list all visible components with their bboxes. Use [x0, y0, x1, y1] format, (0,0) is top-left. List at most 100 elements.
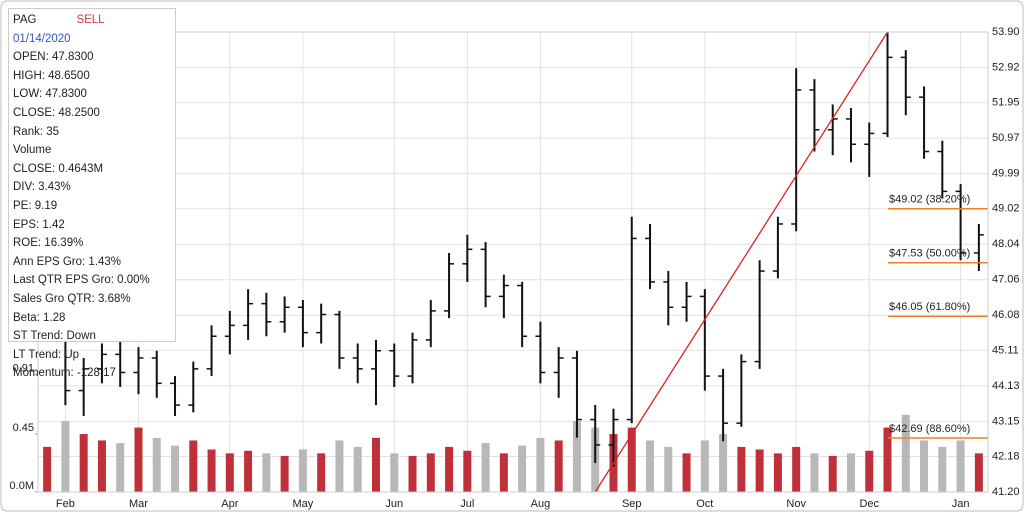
info-line: LT Trend: Up: [13, 348, 80, 361]
volume-bar: [554, 440, 563, 492]
x-tick-label: Mar: [129, 498, 148, 510]
y-tick-label: 53.90: [992, 26, 1020, 38]
volume-bar: [883, 427, 892, 492]
x-tick-label: Aug: [531, 498, 551, 510]
volume-bar: [700, 440, 709, 492]
info-line: EPS: 1.42: [13, 218, 65, 231]
y-tick-label: 46.08: [992, 309, 1020, 321]
x-tick-label: Nov: [786, 498, 806, 510]
info-line: Sales Gro QTR: 3.68%: [13, 292, 131, 305]
volume-bar: [445, 446, 454, 492]
volume-bar: [974, 453, 983, 492]
volume-bar: [481, 443, 490, 492]
info-line: ST Trend: Down: [13, 330, 96, 343]
fib-label: $46.05 (61.80%): [889, 301, 970, 313]
x-tick-label: Feb: [56, 498, 75, 510]
fib-label: $49.02 (38.20%): [889, 194, 970, 206]
volume-bar: [646, 440, 655, 492]
y-tick-label: 50.97: [992, 132, 1020, 144]
volume-bar: [134, 427, 143, 492]
volume-bar: [572, 421, 581, 492]
volume-bar: [43, 446, 52, 492]
volume-bar: [518, 445, 527, 492]
ticker: PAG: [13, 14, 37, 26]
volume-bar: [682, 453, 691, 492]
info-line: Momentum: -128.17: [13, 367, 116, 380]
volume-bar: [755, 449, 764, 492]
y-tick-label: 44.13: [992, 380, 1020, 392]
volume-bar: [664, 446, 673, 492]
info-line: HIGH: 48.6500: [13, 69, 90, 82]
fib-label: $47.53 (50.00%): [889, 248, 970, 260]
volume-bar: [627, 427, 636, 492]
volume-bar: [79, 434, 88, 492]
info-header: PAG SELL: [13, 11, 171, 30]
volume-bar: [499, 453, 508, 492]
trend-line: [594, 31, 889, 493]
info-line: DIV: 3.43%: [13, 181, 71, 194]
volume-bar: [719, 434, 728, 492]
x-tick-label: Jan: [952, 498, 970, 510]
volume-bar: [828, 455, 837, 492]
volume-bar: [901, 414, 910, 492]
x-tick-label: Apr: [221, 498, 238, 510]
volume-bar: [792, 446, 801, 492]
volume-bar: [317, 453, 326, 492]
volume-bar: [810, 453, 819, 492]
info-line: CLOSE: 48.2500: [13, 106, 100, 119]
x-tick-label: Dec: [859, 498, 879, 510]
date: 01/14/2020: [13, 32, 71, 45]
volume-bar: [408, 455, 417, 492]
volume-bar: [171, 445, 180, 492]
volume-bar: [189, 440, 198, 492]
volume-bar: [61, 421, 70, 492]
y-tick-label: 51.95: [992, 97, 1020, 109]
volume-bar: [920, 440, 929, 492]
x-tick-label: Oct: [696, 498, 713, 510]
volume-bar: [938, 446, 947, 492]
info-panel: PAG SELL 01/14/2020 OPEN: 47.8300 HIGH: 48…: [8, 8, 176, 379]
volume-bar: [846, 453, 855, 492]
volume-bar: [426, 453, 435, 492]
volume-bar: [152, 437, 161, 492]
info-line: PE: 9.19: [13, 199, 58, 212]
volume-bar: [225, 453, 234, 492]
info-line: ROE: 16.39%: [13, 237, 84, 250]
x-tick-label: Jun: [385, 498, 403, 510]
signal: SELL: [76, 14, 105, 26]
volume-bar: [280, 455, 289, 492]
volume-bar: [207, 449, 216, 492]
volume-bar: [737, 446, 746, 492]
info-line: LOW: 47.8300: [13, 88, 87, 101]
volume-bar: [371, 437, 380, 492]
y-tick-label: 49.99: [992, 168, 1020, 180]
volume-bar: [298, 449, 307, 492]
y-tick-label: 49.02: [992, 203, 1020, 215]
volume-bar: [463, 450, 472, 492]
volume-bar: [97, 440, 106, 492]
info-line: Last QTR EPS Gro: 0.00%: [13, 274, 150, 287]
info-line: Beta: 1.28: [13, 311, 66, 324]
volume-bar: [335, 440, 344, 492]
volume-bar: [262, 453, 271, 492]
y-tick-label: 47.06: [992, 274, 1020, 286]
info-line: OPEN: 47.8300: [13, 51, 94, 64]
x-tick-label: Jul: [460, 498, 474, 510]
vol-tick-label: 0.0M: [10, 480, 34, 492]
info-line: Ann EPS Gro: 1.43%: [13, 255, 122, 268]
y-tick-label: 52.92: [992, 61, 1020, 73]
volume-bar: [390, 453, 399, 492]
y-tick-label: 41.20: [992, 486, 1020, 498]
volume-bar: [353, 446, 362, 492]
volume-bar: [536, 437, 545, 492]
info-line: Volume: [13, 144, 52, 157]
volume-bar: [116, 443, 125, 492]
info-line: CLOSE: 0.4643M: [13, 162, 104, 175]
fib-label: $42.69 (88.60%): [889, 423, 970, 435]
y-tick-label: 42.18: [992, 450, 1020, 462]
x-tick-label: Sep: [622, 498, 642, 510]
info-line: Rank: 35: [13, 125, 60, 138]
y-tick-label: 48.04: [992, 238, 1020, 250]
